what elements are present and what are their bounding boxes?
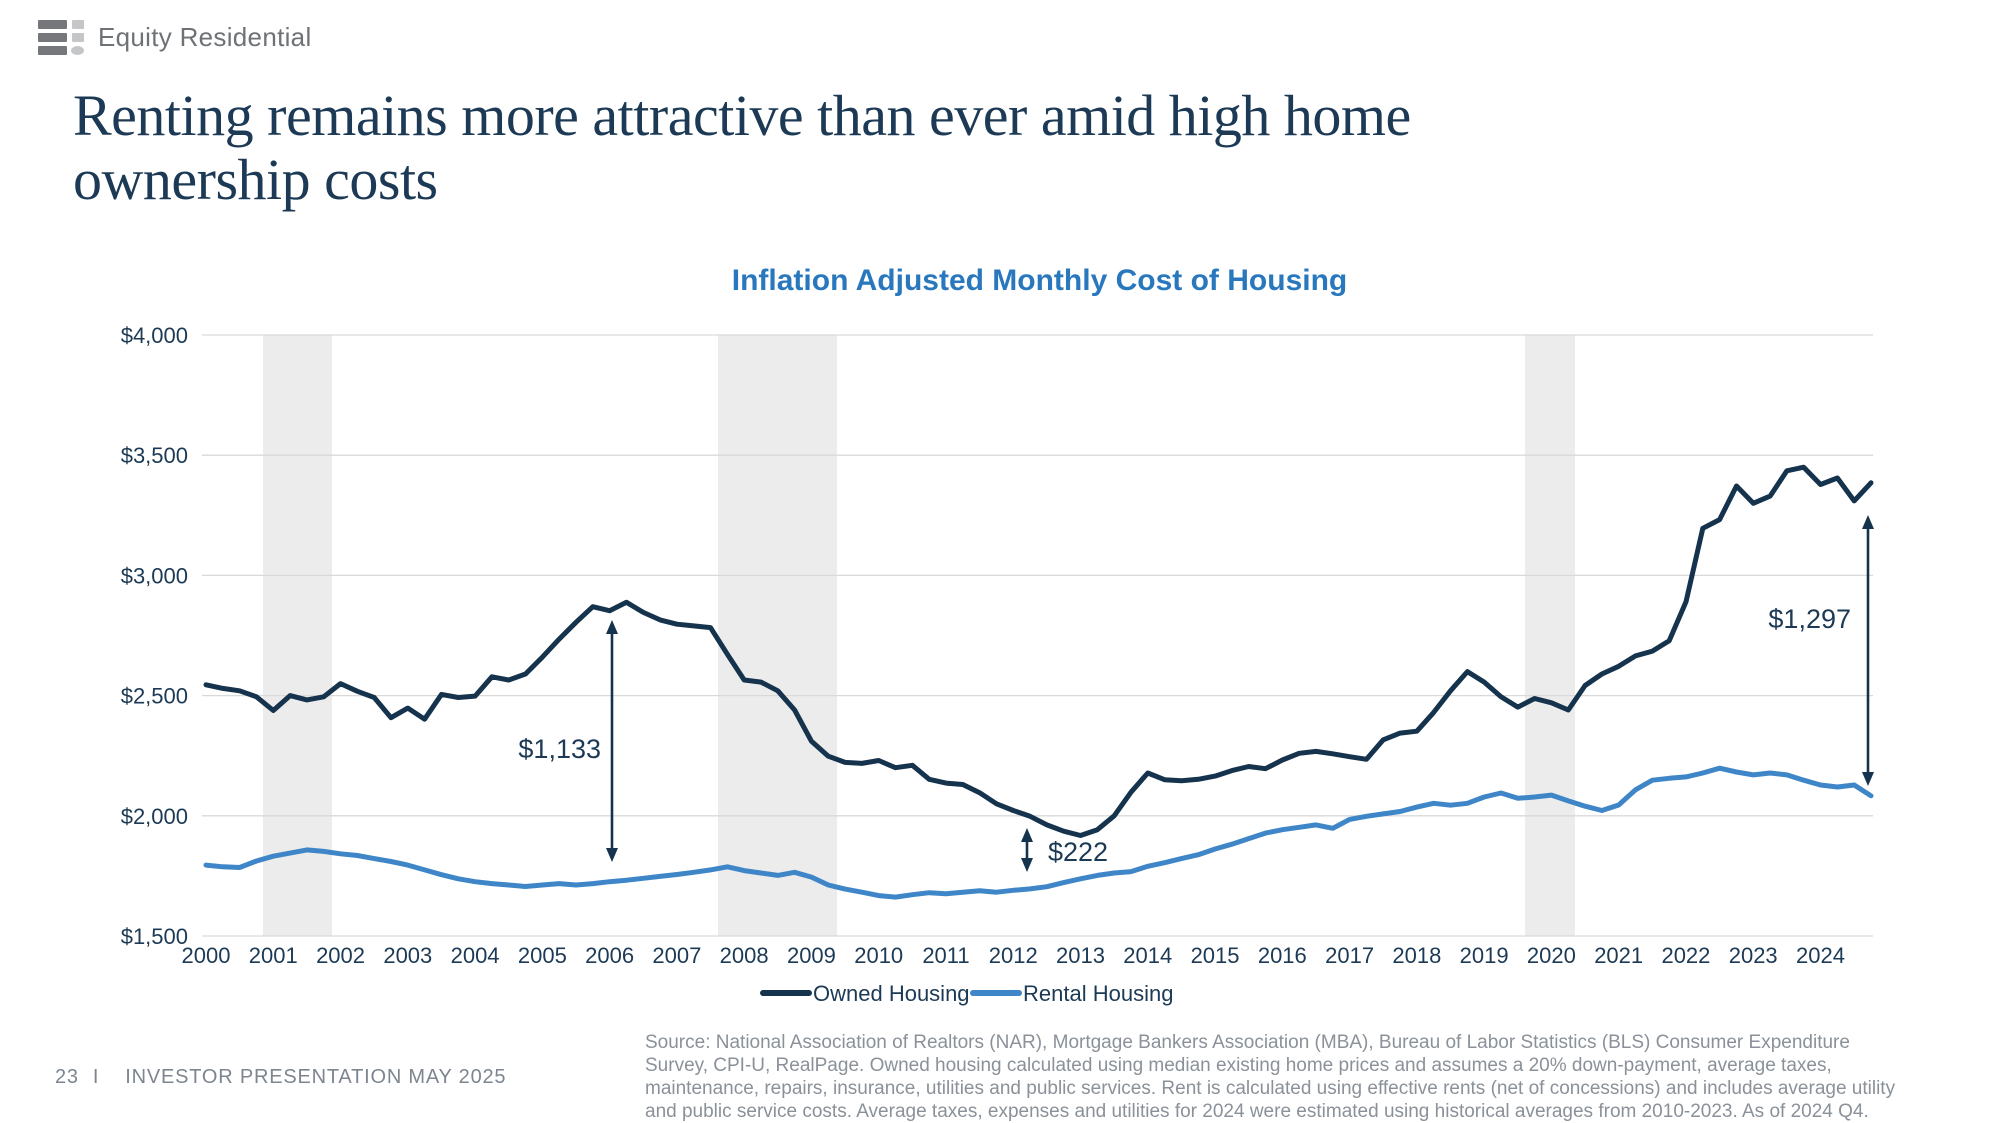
x-axis-label: 2013 — [1056, 943, 1105, 968]
y-axis-label: $1,500 — [121, 924, 188, 949]
source-line-4: and public service costs. Average taxes,… — [645, 1101, 1869, 1122]
slide-title: Renting remains more attractive than eve… — [73, 84, 1411, 212]
x-axis-label: 2023 — [1729, 943, 1778, 968]
arrowhead-up-icon — [1862, 515, 1874, 529]
x-axis-label: 2018 — [1392, 943, 1441, 968]
y-axis-label: $3,000 — [121, 563, 188, 588]
owned-housing-line — [203, 464, 1874, 838]
annotation: $1,133 — [518, 620, 618, 862]
arrowhead-down-icon — [1862, 772, 1874, 786]
equity-residential-logo: Equity Residential — [38, 20, 312, 55]
legend-label: Rental Housing — [1023, 981, 1173, 1006]
rental-housing-line — [203, 765, 1874, 900]
x-axis-label: 2016 — [1258, 943, 1307, 968]
logo-text: Equity Residential — [98, 22, 312, 52]
x-axis-label: 2006 — [585, 943, 634, 968]
equity-residential-logo-icon — [38, 20, 84, 55]
x-axis-label: 2024 — [1796, 943, 1845, 968]
slide-title-line-2: ownership costs — [73, 147, 438, 212]
x-axis-label: 2008 — [720, 943, 769, 968]
x-axis-label: 2003 — [383, 943, 432, 968]
x-axis-label: 2010 — [854, 943, 903, 968]
x-axis-label: 2000 — [182, 943, 231, 968]
y-axis-label: $3,500 — [121, 443, 188, 468]
arrowhead-up-icon — [606, 620, 618, 634]
x-axis-label: 2002 — [316, 943, 365, 968]
source-line-2: Survey, CPI-U, RealPage. Owned housing c… — [645, 1055, 1832, 1076]
page-number: 23 — [55, 1066, 79, 1088]
legend-item-owned-housing: Owned Housing — [760, 981, 970, 1006]
source-line-1: Source: National Association of Realtors… — [645, 1032, 1850, 1053]
arrowhead-up-icon — [1021, 828, 1033, 842]
recession-band — [263, 335, 332, 936]
legend-label: Owned Housing — [813, 981, 970, 1006]
annotation-label: $1,133 — [518, 734, 601, 764]
source-line-3: maintenance, repairs, insurance, utiliti… — [645, 1078, 1896, 1099]
x-axis-label: 2004 — [451, 943, 500, 968]
arrowhead-down-icon — [606, 848, 618, 862]
y-axis-label: $4,000 — [121, 323, 188, 348]
annotation-label: $222 — [1048, 837, 1108, 867]
footer: 23 I INVESTOR PRESENTATION MAY 2025 — [55, 1066, 506, 1089]
x-axis-label: 2009 — [787, 943, 836, 968]
x-axis-label: 2012 — [989, 943, 1038, 968]
x-axis-label: 2014 — [1123, 943, 1172, 968]
x-axis-label: 2001 — [249, 943, 298, 968]
x-axis-label: 2007 — [652, 943, 701, 968]
slide-title-line-1: Renting remains more attractive than eve… — [73, 83, 1411, 148]
chart-title: Inflation Adjusted Monthly Cost of Housi… — [731, 264, 1348, 297]
annotation: $1,297 — [1768, 515, 1874, 786]
annotation: $222 — [1021, 828, 1108, 872]
x-axis-label: 2015 — [1191, 943, 1240, 968]
x-axis-label: 2017 — [1325, 943, 1374, 968]
x-axis-label: 2021 — [1594, 943, 1643, 968]
arrowhead-down-icon — [1021, 858, 1033, 872]
x-axis-label: 2020 — [1527, 943, 1576, 968]
x-axis-label: 2019 — [1460, 943, 1509, 968]
recession-band — [1525, 335, 1575, 936]
x-axis-label: 2011 — [922, 943, 969, 968]
x-axis-label: 2005 — [518, 943, 567, 968]
source-note: Source: National Association of Realtors… — [645, 1031, 1895, 1123]
legend-item-rental-housing: Rental Housing — [970, 981, 1173, 1006]
footer-separator: I — [92, 1066, 100, 1088]
y-axis-label: $2,500 — [121, 684, 188, 709]
footer-label: INVESTOR PRESENTATION MAY 2025 — [125, 1066, 507, 1088]
y-axis-label: $2,000 — [121, 804, 188, 829]
annotation-label: $1,297 — [1768, 604, 1851, 634]
x-axis-label: 2022 — [1661, 943, 1710, 968]
recession-band — [718, 335, 837, 936]
